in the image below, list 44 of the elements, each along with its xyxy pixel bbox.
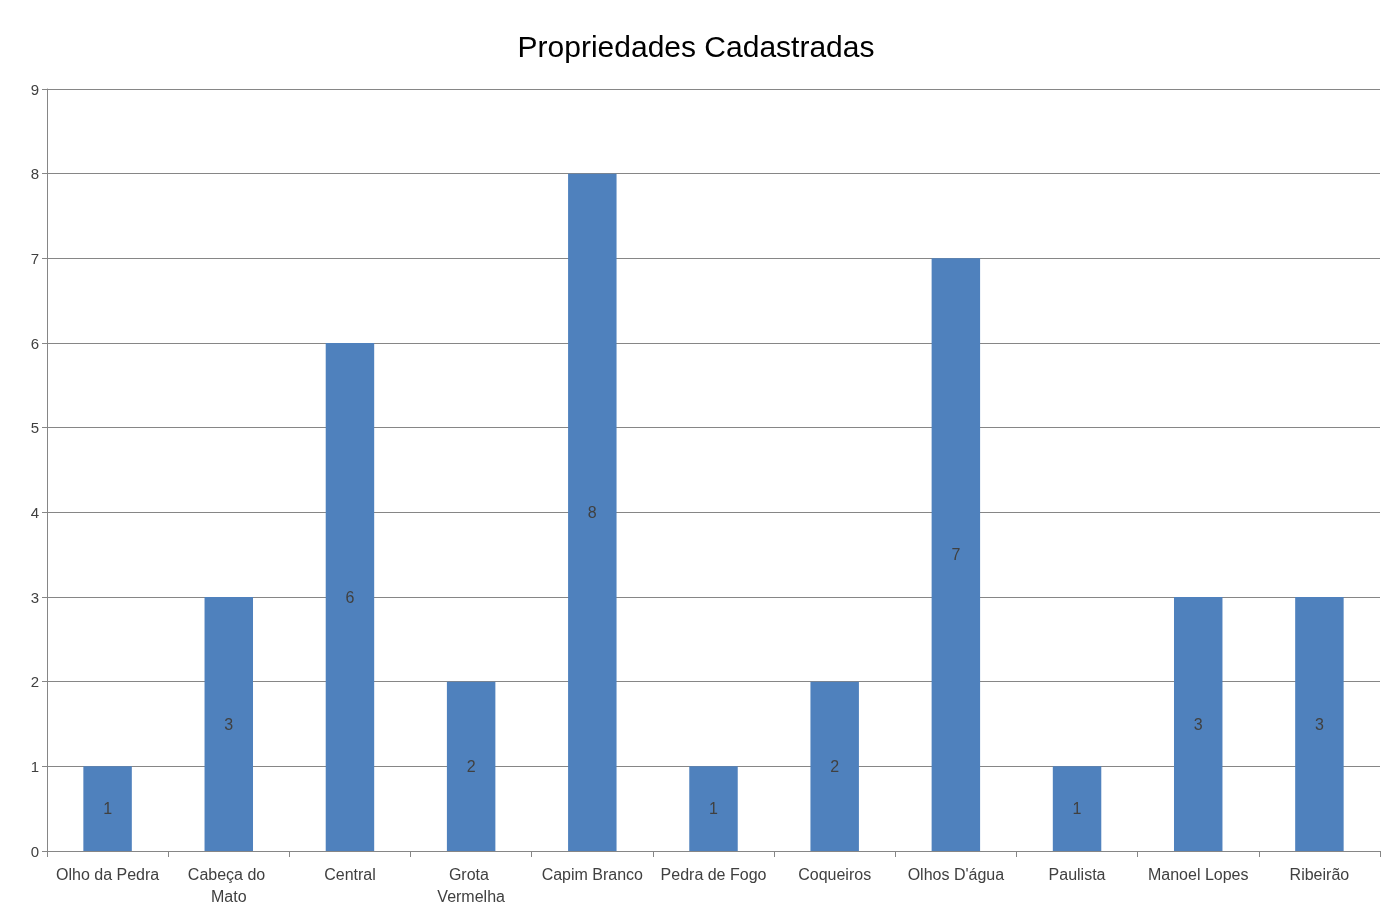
bar [83, 766, 132, 851]
data-label: 8 [587, 503, 597, 521]
data-label: 1 [709, 800, 719, 818]
data-label: 6 [345, 588, 355, 606]
data-label: 1 [1072, 800, 1082, 818]
bar [810, 681, 859, 851]
x-tick-label: Ribeirão [1289, 865, 1350, 883]
bar [1173, 597, 1223, 851]
data-label: 7 [951, 546, 961, 564]
data-label: 2 [466, 757, 476, 775]
data-label: 1 [103, 800, 113, 818]
x-tick-label: Grota Vermelha [437, 865, 506, 905]
x-tick-label: Paulista [1048, 865, 1106, 883]
bar [204, 597, 254, 851]
chart-title: Propriedades Cadastradas [517, 29, 875, 63]
y-tick-label: 6 [30, 334, 39, 352]
data-label: 3 [224, 715, 234, 733]
y-tick-label: 5 [30, 419, 39, 437]
y-tick-label: 1 [30, 757, 39, 775]
y-tick-label: 2 [30, 673, 39, 691]
data-label: 3 [1193, 715, 1203, 733]
bar [1295, 597, 1344, 851]
bar [446, 681, 496, 851]
x-tick-label: Capim Branco [541, 865, 644, 883]
bar [689, 766, 738, 851]
data-label: 3 [1314, 715, 1324, 733]
x-tick-label: Olho da Pedra [56, 865, 160, 883]
bar [568, 173, 617, 851]
bar [325, 343, 375, 851]
data-label: 2 [830, 757, 840, 775]
x-tick-label: Coqueiros [798, 865, 872, 883]
x-tick-label: Olhos D'água [907, 865, 1005, 883]
x-tick-label: Central [324, 865, 376, 883]
x-tick-label: Manoel Lopes [1147, 865, 1249, 883]
bar [931, 258, 981, 851]
y-tick-label: 0 [30, 842, 39, 860]
x-tick-label: Pedra de Fogo [660, 865, 767, 883]
y-tick-label: 8 [30, 165, 39, 183]
y-tick-label: 9 [30, 80, 39, 98]
bar [1052, 766, 1102, 851]
y-tick-label: 3 [30, 588, 39, 606]
y-tick-label: 7 [30, 249, 39, 267]
y-tick-label: 4 [30, 503, 39, 521]
x-tick-label: Cabeça do Mato [187, 865, 270, 905]
